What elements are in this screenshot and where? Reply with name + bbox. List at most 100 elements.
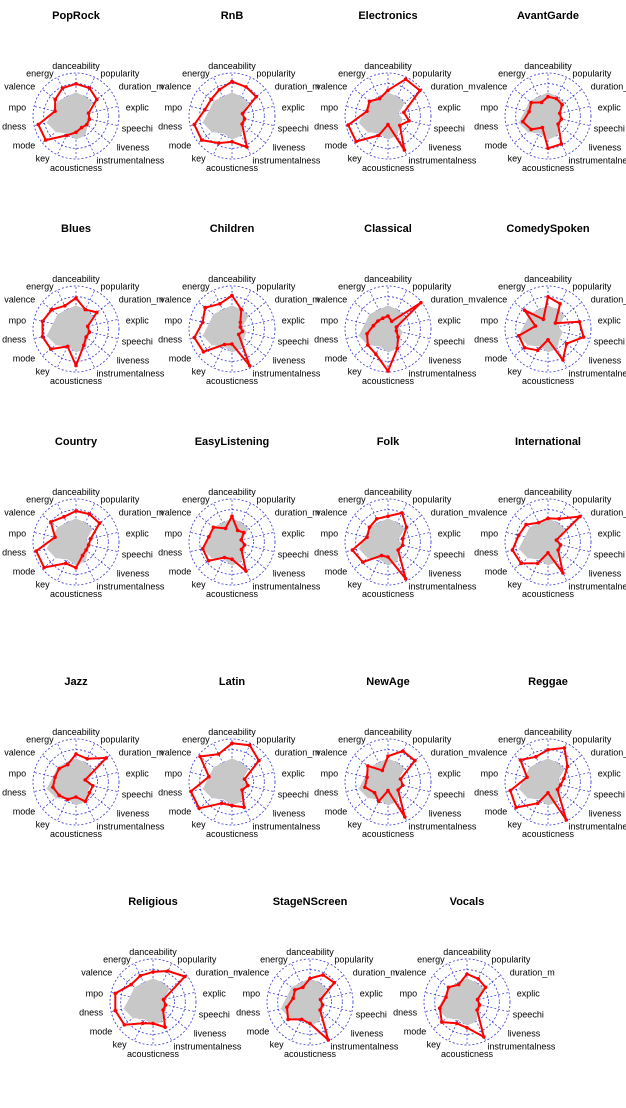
axis-label-danceability: danceability	[52, 61, 100, 71]
data-point-liveness	[87, 790, 92, 795]
grid-spoke	[75, 115, 110, 144]
axis-label-speechiness: speechi	[122, 790, 153, 800]
axis-label-loudness: dness	[158, 335, 183, 345]
data-point-loudness	[516, 333, 521, 338]
grid-ring	[199, 749, 265, 815]
data-point-acousticness	[546, 146, 550, 151]
axis-label-liveness: liveness	[351, 1028, 384, 1038]
data-point-danceability	[546, 748, 550, 752]
axis-label-explicit: explic	[517, 989, 541, 999]
data-point-duration_ms	[238, 320, 243, 325]
axis-label-explicit: explic	[438, 103, 462, 113]
axis-label-loudness: dness	[474, 335, 499, 345]
data-point-mode	[42, 565, 46, 570]
data-point-mode	[49, 347, 53, 351]
data-point-valence	[293, 988, 297, 992]
grid-spoke	[75, 328, 118, 339]
data-point-tempo	[203, 108, 207, 112]
data-point-loudness	[113, 1008, 118, 1013]
data-point-popularity	[239, 307, 244, 312]
data-point-acousticness	[546, 791, 550, 795]
data-point-key	[454, 1021, 459, 1026]
axis-label-liveness: liveness	[273, 355, 306, 365]
axis-label-acousticness: acousticness	[127, 1049, 180, 1059]
axis-label-speechiness: speechi	[594, 550, 625, 560]
axis-label-explicit: explic	[282, 103, 306, 113]
axis-label-mode: mode	[325, 353, 348, 363]
axis-label-popularity: popularity	[412, 735, 452, 745]
axis-label-explicit: explic	[360, 989, 384, 999]
axis-label-popularity: popularity	[256, 69, 296, 79]
grid-ring	[277, 969, 343, 1035]
axis-label-acousticness: acousticness	[522, 163, 575, 173]
axis-label-popularity: popularity	[412, 282, 452, 292]
axis-label-speechiness: speechi	[434, 790, 465, 800]
data-point-energy	[536, 520, 541, 525]
axis-label-duration_ms: duration_m	[431, 508, 476, 518]
grid-ring	[504, 738, 592, 826]
data-point-speechiness	[559, 117, 564, 121]
data-point-tempo	[444, 995, 448, 999]
data-point-loudness	[34, 549, 38, 553]
data-point-mode	[522, 346, 527, 350]
axis-label-liveness: liveness	[589, 808, 622, 818]
data-point-explicit	[86, 111, 91, 115]
data-point-energy	[216, 752, 221, 756]
axis-label-duration_ms: duration_m	[196, 968, 241, 978]
data-point-liveness	[564, 341, 569, 346]
axis-label-mode: mode	[325, 140, 348, 150]
axis-label-danceability: danceability	[524, 727, 572, 737]
data-point-explicit	[402, 110, 406, 115]
data-point-popularity	[85, 757, 89, 761]
axis-label-key: key	[508, 366, 523, 376]
axis-label-duration_ms: duration_m	[591, 508, 626, 518]
chart-title-international: International	[515, 436, 581, 448]
data-point-loudness	[438, 1006, 442, 1010]
axis-label-instrumentalness: instrumentalness	[330, 1041, 399, 1051]
data-point-valence	[57, 766, 61, 771]
average-area	[46, 518, 93, 566]
data-point-danceability	[230, 79, 234, 84]
axis-label-energy: energy	[417, 955, 445, 965]
data-point-explicit	[242, 777, 247, 781]
data-point-explicit	[398, 777, 403, 781]
axis-label-key: key	[348, 819, 363, 829]
grid-spoke	[152, 1001, 195, 1012]
grid-spoke	[56, 328, 77, 368]
axis-label-loudness: dness	[2, 788, 27, 798]
chart-title-blues: Blues	[61, 223, 91, 235]
axis-label-tempo: mpo	[321, 103, 339, 113]
data-point-danceability	[74, 752, 78, 756]
data-point-energy	[375, 517, 379, 521]
data-point-tempo	[527, 109, 531, 114]
axis-label-acousticness: acousticness	[522, 589, 575, 599]
chart-title-religious: Religious	[128, 896, 178, 908]
data-point-instrumentalness	[80, 553, 85, 558]
axis-label-danceability: danceability	[208, 487, 256, 497]
axis-label-valence: valence	[316, 82, 347, 92]
axis-label-valence: valence	[4, 508, 35, 518]
grid-spoke	[547, 319, 590, 330]
axis-label-instrumentalness: instrumentalness	[568, 155, 626, 165]
axis-label-speechiness: speechi	[434, 124, 465, 134]
axis-label-duration_ms: duration_m	[119, 508, 164, 518]
axis-label-explicit: explic	[598, 316, 622, 326]
grid-ring	[515, 296, 581, 362]
axis-label-valence: valence	[316, 508, 347, 518]
axis-label-duration_ms: duration_m	[431, 748, 476, 758]
axis-label-loudness: dness	[474, 122, 499, 132]
axis-label-energy: energy	[498, 69, 526, 79]
data-point-loudness	[365, 332, 369, 336]
grid-spoke	[387, 328, 422, 357]
data-point-explicit	[238, 325, 243, 329]
grid-spoke	[75, 541, 96, 581]
axis-label-instrumentalness: instrumentalness	[568, 821, 626, 831]
axis-label-valence: valence	[316, 748, 347, 758]
grid-spoke	[547, 781, 582, 810]
axis-label-energy: energy	[26, 495, 54, 505]
grid-ring	[43, 509, 109, 575]
average-area	[202, 305, 249, 353]
data-point-valence	[198, 754, 202, 759]
